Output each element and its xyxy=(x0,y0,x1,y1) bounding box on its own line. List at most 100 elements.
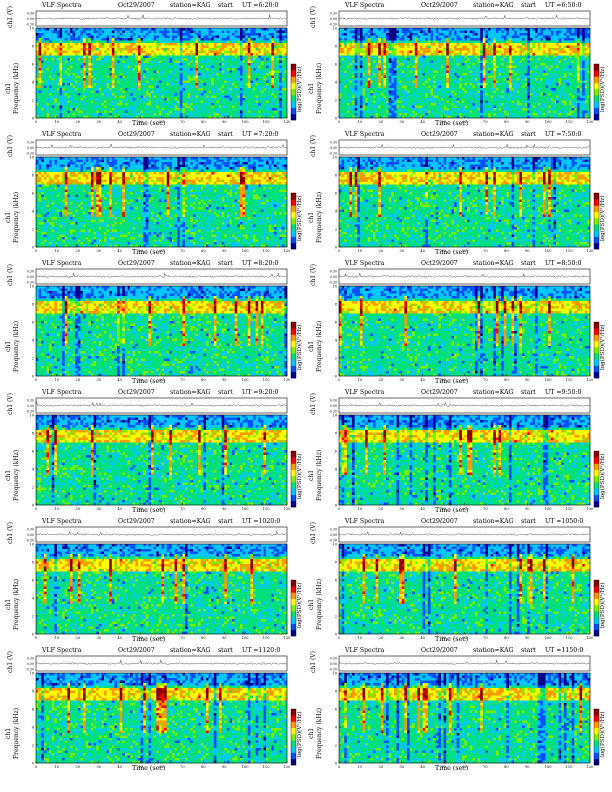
spectrogram-cell xyxy=(354,63,358,66)
spectrogram-cell xyxy=(276,28,280,31)
spectrogram-cell xyxy=(250,33,254,36)
spectrogram-cell xyxy=(64,30,68,34)
spectrogram-cell xyxy=(151,105,154,109)
spectrogram-cell xyxy=(375,88,379,91)
spectrogram-cell xyxy=(190,70,194,74)
spectrogram-cell xyxy=(119,35,123,39)
spectrogram-cell xyxy=(85,30,89,34)
spectrogram-cell xyxy=(380,60,384,64)
spectrogram-cell xyxy=(90,43,94,46)
spectrogram-cell xyxy=(156,48,160,51)
spectrogram-cell xyxy=(127,90,131,94)
spectrogram-cell xyxy=(72,58,76,61)
spectrogram-cell xyxy=(339,40,342,44)
spectrogram-cell xyxy=(435,55,439,59)
spectrogram-cell xyxy=(49,33,52,36)
spectrogram-cell xyxy=(56,60,60,64)
spectrogram-cell xyxy=(43,95,47,99)
spectrogram-cell xyxy=(399,38,402,41)
spectrogram-cell xyxy=(161,45,165,49)
spectrogram-cell xyxy=(148,50,152,54)
spectrogram-cell xyxy=(140,65,144,69)
spectrogram-cell xyxy=(219,35,222,39)
spectrogram-cell xyxy=(354,75,358,79)
spectrogram-cell xyxy=(406,58,410,61)
spectrogram-cell xyxy=(237,100,241,104)
spectrogram-cell xyxy=(132,73,136,76)
spectrogram-cell xyxy=(273,100,277,104)
spectrogram-cell xyxy=(75,105,79,109)
spectrogram-cell xyxy=(380,115,384,119)
spectrogram-cell xyxy=(433,65,436,69)
spectrogram-cell xyxy=(85,103,89,106)
spectrogram-cell xyxy=(177,80,180,84)
spectrogram-cell xyxy=(357,68,361,71)
spectrogram-cell xyxy=(404,80,408,84)
spectrogram-cell xyxy=(211,83,214,86)
spectrogram-cell xyxy=(247,105,251,109)
spectrogram-cell xyxy=(393,80,397,84)
spectrogram-cell xyxy=(80,98,84,101)
spectrogram-cell xyxy=(216,103,220,106)
spectrogram-cell xyxy=(203,113,207,116)
spectrogram-cell xyxy=(417,33,421,36)
spectrogram-cell xyxy=(85,33,89,36)
spectrogram-cell xyxy=(208,68,212,71)
spectrogram-cell xyxy=(106,80,110,84)
spectrogram-cell xyxy=(56,100,60,104)
spectrogram-cell xyxy=(422,105,426,109)
spectrogram-cell xyxy=(430,40,434,44)
spectrogram-cell xyxy=(396,93,400,96)
spectrogram-cell xyxy=(396,85,400,89)
spectrogram-cell xyxy=(255,70,259,74)
spectrogram-cell xyxy=(114,75,118,79)
spectrogram-cell xyxy=(268,85,272,89)
spectrogram-cell xyxy=(362,55,366,59)
spectrogram-cell xyxy=(393,40,397,44)
spectrogram-cell xyxy=(372,88,376,91)
spectrogram-cell xyxy=(117,110,120,114)
spectrogram-cell xyxy=(226,53,230,56)
spectrogram-cell xyxy=(106,68,110,71)
spectrogram-cell xyxy=(114,60,118,64)
spectrogram-cell xyxy=(179,105,183,109)
spectrogram-cell xyxy=(383,85,387,89)
spectrogram-cell xyxy=(370,78,374,81)
spectrogram-cell xyxy=(169,48,173,51)
spectrogram-cell xyxy=(117,48,120,51)
spectrogram-cell xyxy=(375,93,379,96)
spectrogram-cell xyxy=(279,45,282,49)
spectrogram-cell xyxy=(166,48,170,51)
spectrogram-cell xyxy=(164,35,167,39)
spectrogram-cell xyxy=(164,105,167,109)
spectrogram-cell xyxy=(130,108,133,111)
spectrogram-cell xyxy=(111,45,115,49)
spectrogram-cell xyxy=(396,90,400,94)
spectrogram-cell xyxy=(224,85,228,89)
spectrogram-cell xyxy=(391,73,395,76)
spectrogram-cell xyxy=(143,85,147,89)
spectrogram-cell xyxy=(393,43,397,46)
spectrogram-cell xyxy=(151,28,154,31)
spectrogram-cell xyxy=(213,33,217,36)
spectrogram-cell xyxy=(362,70,366,74)
spectrogram-cell xyxy=(117,103,120,106)
spectrogram-cell xyxy=(200,78,204,81)
spectrogram-cell xyxy=(130,103,133,106)
spectrogram-cell xyxy=(370,43,374,46)
spectrogram-cell xyxy=(380,110,384,114)
spectrogram-cell xyxy=(273,70,277,74)
spectrogram-cell xyxy=(137,43,141,46)
spectrogram-cell xyxy=(119,43,123,46)
spectrogram-cell xyxy=(211,63,214,66)
spectrogram-cell xyxy=(435,75,439,79)
spectrogram-cell xyxy=(182,28,186,31)
spectrogram-panel: VLF Spectra Oct29/2007 station=KAG start… xyxy=(305,2,606,130)
spectrogram-cell xyxy=(242,73,246,76)
spectrogram-cell xyxy=(440,95,444,99)
spectrogram-cell xyxy=(370,63,374,66)
spectrogram-cell xyxy=(72,68,76,71)
spectrogram-cell xyxy=(399,78,402,81)
spectrogram-cell xyxy=(158,48,162,51)
spectrogram-cell xyxy=(182,38,186,41)
